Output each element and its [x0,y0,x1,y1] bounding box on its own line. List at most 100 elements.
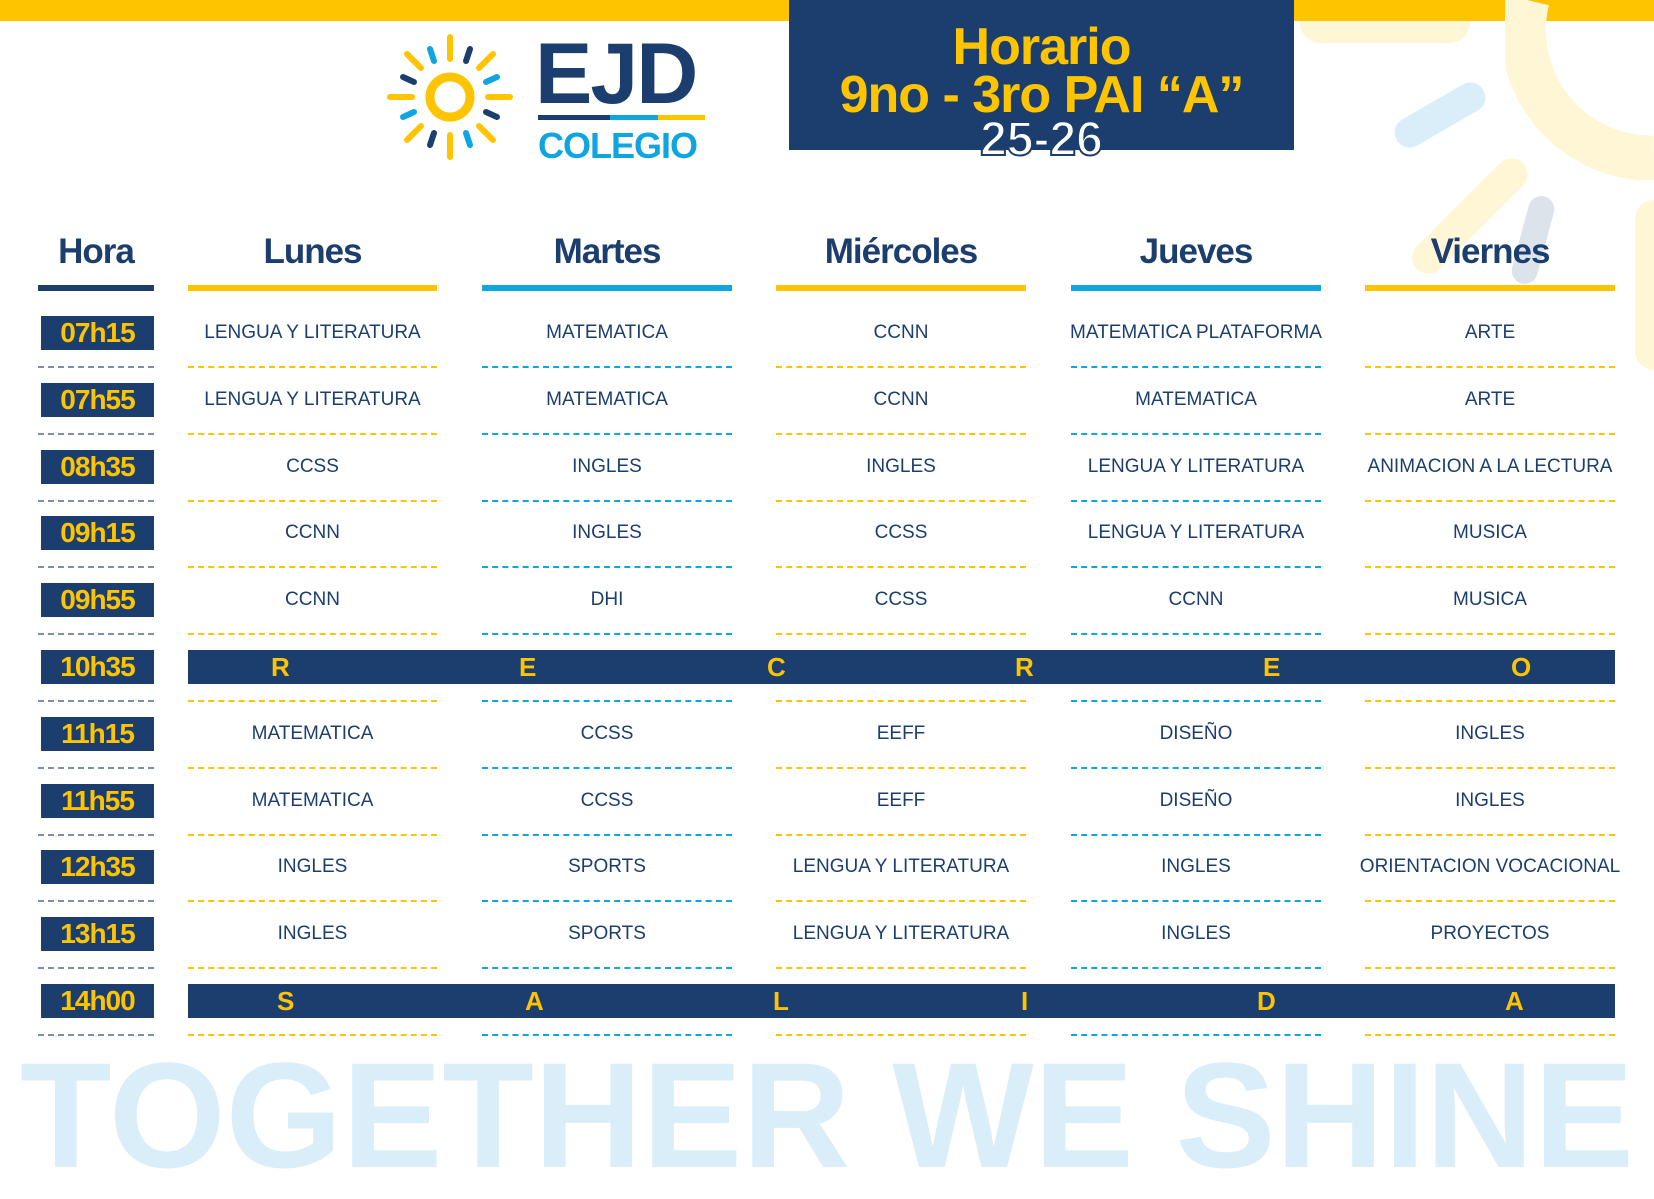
band-letter: I [1021,986,1029,1016]
row-divider [38,633,154,636]
row-divider [482,900,732,903]
band-letter: S [277,986,295,1016]
class-cell: MATEMATICA [251,789,374,811]
class-cell: CCSS [286,455,339,477]
band-letter: A [1505,986,1524,1016]
row-divider [482,432,732,435]
decorative-ray-blue [1389,77,1491,153]
column-underline [188,285,437,291]
row-divider [188,1034,437,1036]
row-divider [1071,1034,1321,1036]
title-box: Horario 9no - 3ro PAI “A” 25-26 [789,0,1294,165]
class-cell: CCNN [285,589,340,611]
row-divider [776,833,1026,836]
column-underline [38,285,154,291]
row-divider [188,633,437,636]
class-cell: LENGUA Y LITERATURA [1087,455,1305,477]
row-divider [776,700,1026,702]
row-divider [482,633,732,636]
time-slot: 14h00 [41,984,154,1018]
class-cell: EEFF [876,789,926,811]
row-divider [1071,833,1321,836]
row-divider [1365,366,1615,368]
school-year: 25-26 [979,113,1104,166]
class-cell: INGLES [1161,856,1231,878]
band-letter: A [525,986,544,1016]
row-divider [776,633,1026,636]
class-cell: LENGUA Y LITERATURA [1087,522,1305,544]
logo-divider [538,115,705,120]
row-divider [1071,366,1321,368]
row-divider [188,967,437,970]
class-cell: MATEMATICA [546,322,668,343]
class-cell: INGLES [1161,923,1231,945]
row-divider [1365,766,1615,769]
column-header-1: Lunes [263,232,362,271]
class-cell: ORIENTACION VOCACIONAL [1359,856,1621,878]
row-divider [188,432,437,435]
class-cell: INGLES [277,856,348,878]
row-divider [188,766,437,769]
class-cell: SPORTS [568,923,646,945]
row-divider [38,967,154,970]
class-cell: DISEÑO [1159,722,1233,744]
row-divider [38,1034,154,1036]
class-cell: LENGUA Y LITERATURA [204,322,421,343]
row-divider [1365,700,1615,702]
logo-name: EJD [535,26,698,122]
band-letter: L [773,986,789,1016]
row-divider [188,900,437,903]
row-divider [1071,566,1321,569]
class-cell: ARTE [1464,388,1516,410]
class-cell: MATEMATICA [1135,388,1257,410]
row-divider [1071,432,1321,435]
decorative-ray-yellow-right [1635,200,1654,370]
row-divider [38,366,154,368]
row-divider [482,967,732,970]
row-divider [38,499,154,502]
class-cell: DHI [590,589,624,611]
row-divider [1365,633,1615,636]
class-cell: PROYECTOS [1430,923,1550,945]
row-divider [38,432,154,435]
class-cell: SPORTS [568,856,646,878]
title-line-1: Horario [952,18,1132,76]
time-slot: 11h15 [41,716,154,751]
class-cell: CCSS [874,589,928,611]
class-cell: INGLES [1455,722,1525,744]
decorative-sun-ray [1300,21,1470,43]
column-header-5: Viernes [1430,232,1551,271]
band-letter: O [1511,652,1532,682]
row-divider [776,432,1026,435]
row-divider [1071,967,1321,970]
class-cell: ARTE [1464,322,1516,343]
row-divider [188,700,437,702]
row-divider [1071,700,1321,702]
row-divider [1365,499,1615,502]
row-divider [1071,499,1321,502]
class-cell: CCNN [285,522,340,544]
class-cell: ANIMACION A LA LECTURA [1367,455,1613,477]
row-divider [482,700,732,702]
column-underline [776,285,1026,291]
row-divider [776,900,1026,903]
row-divider [188,833,437,836]
time-slot: 12h35 [41,850,154,885]
row-divider [1071,766,1321,769]
class-cell: MUSICA [1453,589,1527,611]
row-divider [776,766,1026,769]
column-header-3: Miércoles [824,232,978,271]
row-divider [38,766,154,769]
row-divider [1071,900,1321,903]
class-cell: CCNN [873,322,929,343]
band-letter: R [271,652,290,682]
row-divider [188,499,437,502]
time-slot: 09h55 [41,583,154,618]
band-letter: E [1263,652,1281,682]
row-divider [1365,1034,1615,1036]
footer-slogan: TOGETHER WE SHINE [19,1031,1635,1199]
row-divider [188,366,437,368]
column-header-0: Hora [58,232,135,271]
row-divider [776,499,1026,502]
